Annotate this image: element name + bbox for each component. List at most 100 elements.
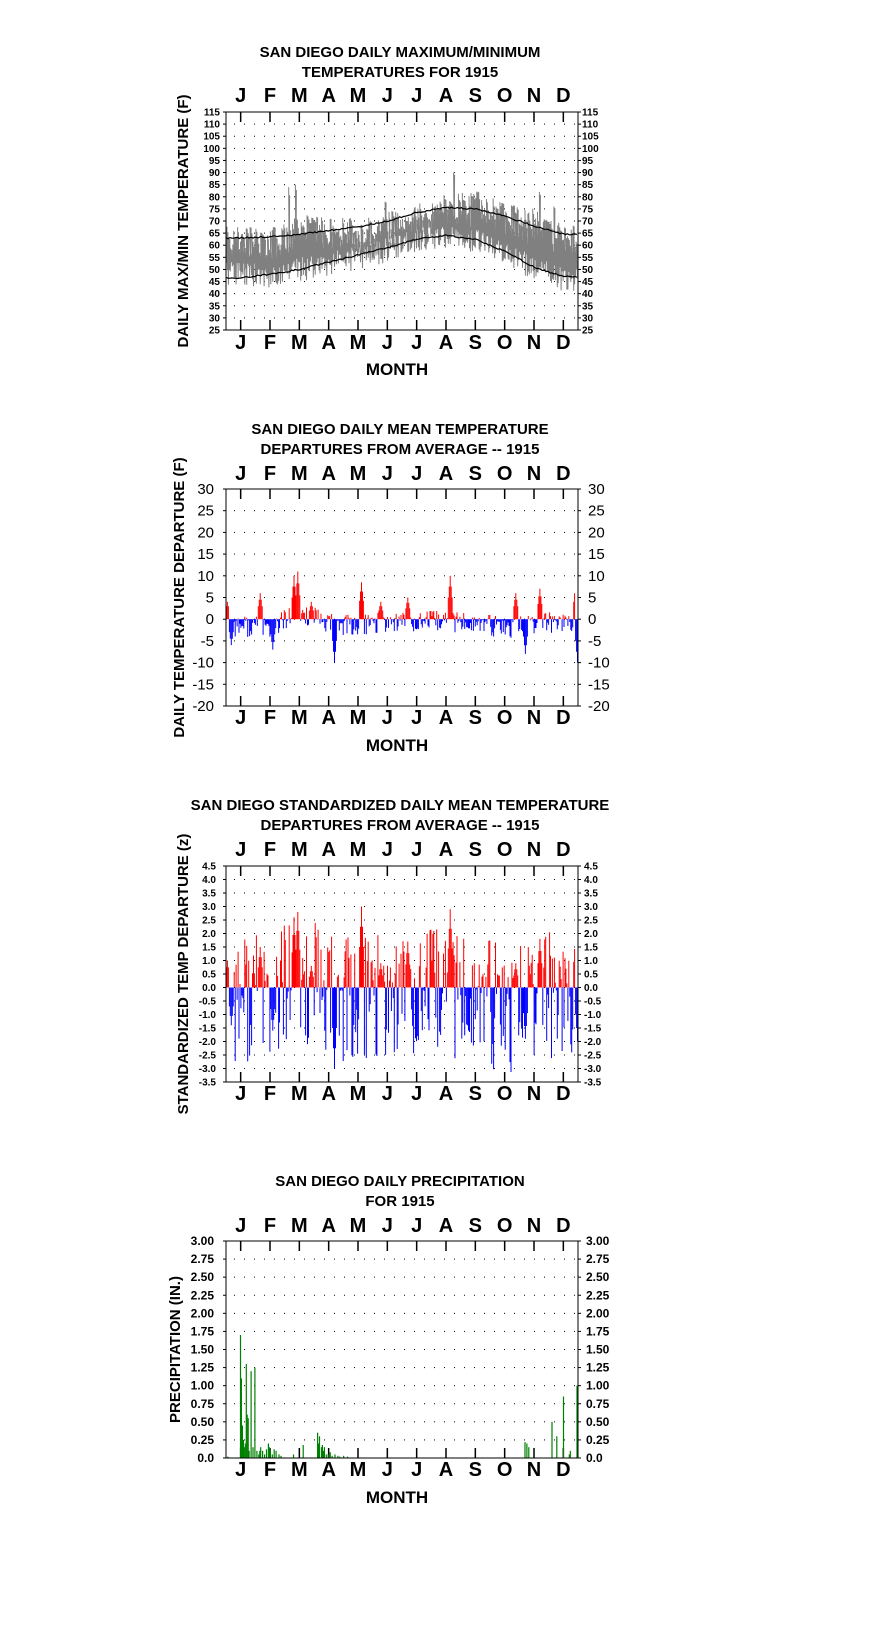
month-label-bottom: M — [291, 707, 308, 729]
month-label-bottom: D — [556, 1459, 570, 1481]
month-label-top: D — [556, 463, 570, 485]
month-label-bottom: F — [264, 332, 276, 354]
plot-frame — [225, 488, 579, 707]
plot-frame — [225, 1240, 579, 1459]
month-label-bottom: S — [469, 707, 482, 729]
month-label-bottom: S — [469, 1083, 482, 1105]
month-label-top: F — [264, 1215, 276, 1237]
month-label-top: S — [469, 1215, 482, 1237]
y-tick-label-right: 0.0 — [586, 1451, 603, 1465]
y-tick-label-right: 0.50 — [586, 1415, 610, 1429]
y-tick-label-left: -10 — [192, 655, 214, 672]
month-label-bottom: J — [235, 707, 246, 729]
month-label-top: A — [439, 839, 453, 861]
y-tick-label-left: 25 — [197, 503, 214, 520]
month-label-top: S — [469, 839, 482, 861]
y-tick-label-left: 1.75 — [191, 1324, 215, 1338]
y-tick-label-right: 1.0 — [584, 956, 598, 967]
month-label-top: J — [411, 85, 422, 107]
y-tick-label-left: 30 — [209, 313, 221, 324]
chart-title-line: DEPARTURES FROM AVERAGE -- 1915 — [261, 441, 540, 458]
month-label-top: A — [321, 85, 335, 107]
month-label-bottom: A — [321, 332, 335, 354]
y-tick-label-right: -5 — [588, 633, 601, 650]
month-label-bottom: J — [411, 332, 422, 354]
y-tick-label-right: 40 — [582, 289, 594, 300]
y-tick-label-right: 60 — [582, 241, 594, 252]
month-label-top: A — [439, 85, 453, 107]
month-label-bottom: O — [497, 1083, 513, 1105]
y-tick-label-left: 0.75 — [191, 1397, 215, 1411]
month-label-bottom: J — [235, 1459, 246, 1481]
y-tick-label-left: 2.5 — [202, 916, 216, 927]
y-axis-label: DAILY TEMPERATURE DEPARTURE (F) — [171, 457, 188, 737]
month-label-bottom: J — [411, 1083, 422, 1105]
y-tick-label-left: -0.5 — [199, 997, 217, 1008]
y-tick-label-right: 80 — [582, 192, 594, 203]
y-tick-label-left: 40 — [209, 289, 221, 300]
y-tick-label-left: 2.0 — [202, 929, 216, 940]
y-tick-label-left: 2.75 — [191, 1252, 215, 1266]
normal-high-line — [225, 206, 578, 240]
month-label-top: S — [469, 463, 482, 485]
month-label-bottom: J — [411, 707, 422, 729]
y-tick-label-left: 75 — [209, 204, 221, 215]
month-label-top: J — [382, 839, 393, 861]
y-tick-label-left: 4.0 — [202, 875, 216, 886]
month-label-bottom: O — [497, 1459, 513, 1481]
y-tick-label-right: -2.5 — [584, 1051, 602, 1062]
month-label-top: N — [527, 1215, 541, 1237]
chart-2: SAN DIEGO DAILY MEAN TEMPERATURE DEPARTUR… — [171, 421, 610, 755]
y-tick-label-right: 0.5 — [584, 970, 598, 981]
y-tick-label-left: 1.25 — [191, 1361, 215, 1375]
month-label-bottom: J — [382, 707, 393, 729]
month-label-top: J — [235, 85, 246, 107]
y-tick-label-right: 110 — [582, 120, 599, 131]
month-label-bottom: F — [264, 707, 276, 729]
y-tick-label-right: 30 — [582, 313, 594, 324]
y-tick-label-right: 2.5 — [584, 916, 598, 927]
y-tick-label-left: -2.0 — [199, 1037, 217, 1048]
y-tick-label-left: -20 — [192, 698, 214, 715]
y-tick-label-left: 20 — [197, 524, 214, 541]
month-label-bottom: M — [350, 1083, 367, 1105]
y-tick-label-left: 30 — [197, 481, 214, 498]
chart-1: SAN DIEGO DAILY MAXIMUM/MINIMUM TEMPERATU… — [175, 44, 599, 379]
y-tick-label-right: 50 — [582, 265, 594, 276]
y-tick-label-left: 1.00 — [191, 1379, 215, 1393]
month-label-bottom: N — [527, 1083, 541, 1105]
x-axis-label: MONTH — [366, 360, 428, 379]
y-tick-label-left: 50 — [209, 265, 221, 276]
month-label-top: O — [497, 1215, 513, 1237]
y-tick-label-right: -2.0 — [584, 1037, 602, 1048]
month-label-top: J — [382, 85, 393, 107]
plot-data — [226, 571, 578, 663]
plot-frame — [225, 865, 579, 1083]
month-label-top: F — [264, 463, 276, 485]
y-tick-label-left: 3.5 — [202, 889, 216, 900]
normal-low-line — [225, 234, 578, 280]
y-tick-label-left: 2.25 — [191, 1288, 215, 1302]
y-tick-label-right: 90 — [582, 168, 594, 179]
y-tick-label-left: 0 — [206, 611, 214, 628]
y-tick-label-right: -15 — [588, 676, 610, 693]
month-label-top: M — [350, 839, 367, 861]
y-tick-label-left: 55 — [209, 253, 221, 264]
y-tick-label-left: 105 — [203, 132, 220, 143]
y-tick-label-left: 35 — [209, 301, 221, 312]
grid-dots — [234, 123, 575, 319]
y-tick-label-left: 65 — [209, 229, 221, 240]
month-label-top: A — [321, 463, 335, 485]
plot-data — [227, 1335, 578, 1458]
x-axis-label: MONTH — [366, 1488, 428, 1507]
chart-title-line: TEMPERATURES FOR 1915 — [302, 64, 498, 81]
y-tick-label-right: 20 — [588, 524, 605, 541]
month-label-top: D — [556, 839, 570, 861]
y-tick-label-left: 2.50 — [191, 1270, 215, 1284]
month-label-top: M — [291, 85, 308, 107]
month-label-top: N — [527, 85, 541, 107]
month-label-top: M — [291, 1215, 308, 1237]
month-label-bottom: M — [291, 1083, 308, 1105]
month-label-top: N — [527, 463, 541, 485]
